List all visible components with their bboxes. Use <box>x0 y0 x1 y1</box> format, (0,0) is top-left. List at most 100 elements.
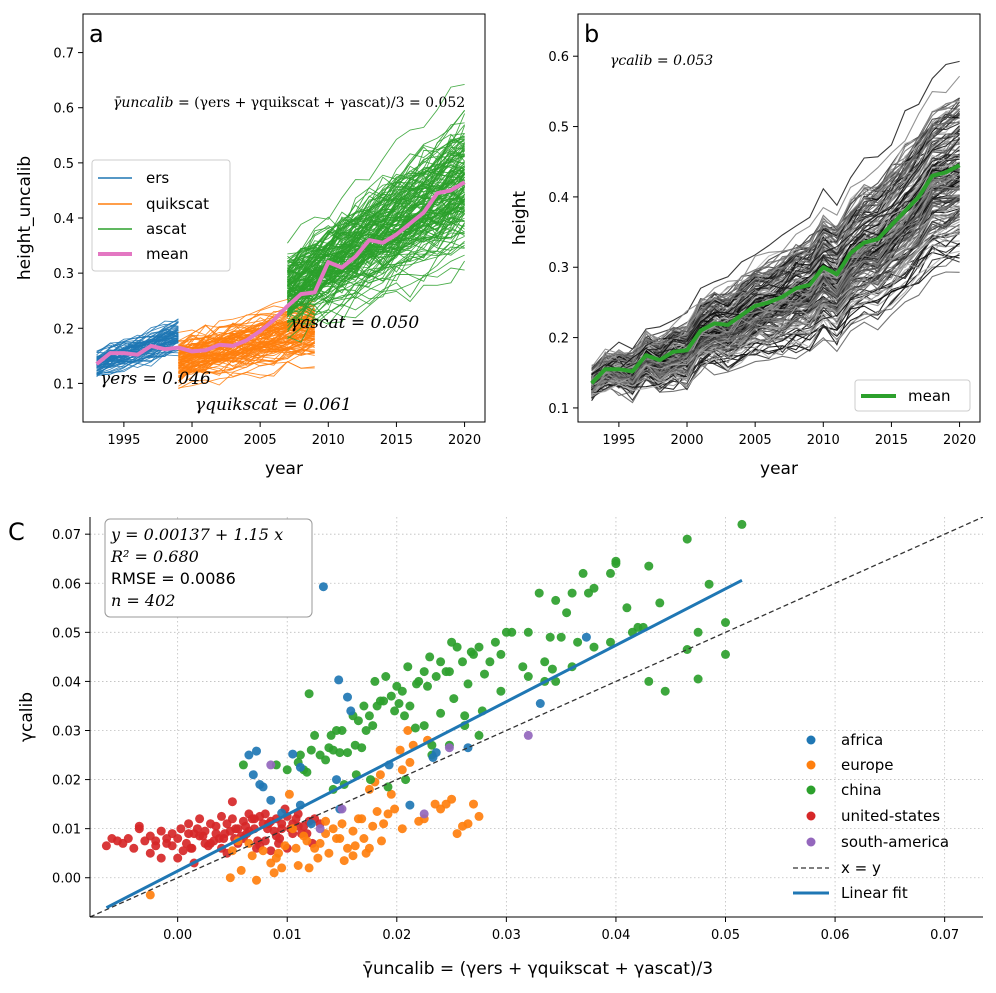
panel-c-point-europe <box>304 863 314 873</box>
panel-a-ascat-line <box>287 133 465 281</box>
panel-a-ascat-line <box>287 136 465 279</box>
panel-a-gamma-ers: γers = 0.046 <box>100 369 211 389</box>
panel-c-point-china <box>326 730 336 740</box>
panel-c-point-china <box>372 701 382 711</box>
panel-b-legend-mean: mean <box>908 387 951 405</box>
panel-c-point-china <box>310 730 320 740</box>
panel-c-point-china <box>359 701 369 711</box>
panel-c-point-china <box>573 637 583 647</box>
panel-a-ascat-line <box>287 124 465 263</box>
panel-c-point-south-america <box>315 824 325 834</box>
panel-b-site-line <box>591 180 960 390</box>
panel-b-site-line <box>591 194 960 387</box>
panel-c-point-europe <box>269 868 279 878</box>
panel-c-stats-box <box>104 518 313 618</box>
panel-c-point-china <box>523 627 533 637</box>
panel-c-point-united-states <box>260 809 270 819</box>
panel-c-ylabel: γcalib <box>17 692 37 742</box>
panel-c-point-europe <box>258 846 268 856</box>
panel-b-gamma-calib: γcalib = 0.053 <box>610 53 713 69</box>
panel-c-point-china <box>400 711 409 721</box>
panel-a-ers-line <box>96 351 179 371</box>
panel-c-point-china <box>405 701 415 711</box>
panel-c-point-europe <box>368 821 378 831</box>
panel-c-point-africa <box>334 675 344 685</box>
panel-c-point-europe <box>375 770 385 780</box>
panel-c-fit-line <box>105 579 743 910</box>
panel-b-site-line <box>591 256 960 402</box>
panel-c-point-united-states <box>198 831 208 841</box>
panel-c-point-china <box>589 642 599 652</box>
panel-a-ers-line <box>96 330 179 360</box>
panel-c-point-united-states <box>145 848 155 858</box>
panel-c-point-china <box>693 674 703 684</box>
panel-b-site-line <box>591 208 961 389</box>
panel-c-point-united-states <box>167 841 177 851</box>
panel-a-ascat-line <box>287 148 465 284</box>
panel-b-lines <box>591 60 961 404</box>
panel-c-ytick-label: 0.00 <box>52 872 81 887</box>
b-ytick-label: 0.5 <box>548 121 569 136</box>
panel-c-point-south-america <box>266 760 276 770</box>
panel-a-ascat-line <box>286 176 465 309</box>
panel-a-ylabel: height_uncalib <box>15 156 35 280</box>
panel-c-ytick-label: 0.04 <box>52 675 81 690</box>
panel-c-point-china <box>485 657 495 667</box>
panel-c-point-africa <box>581 632 591 642</box>
panel-c-xtick-label: 0.01 <box>273 928 302 943</box>
a-ytick-label: 0.6 <box>53 102 74 117</box>
panel-c-point-china <box>474 642 484 652</box>
panel-c-point-europe <box>350 841 360 851</box>
a-xtick-label: 2000 <box>175 433 208 448</box>
panel-a-label: a <box>89 20 104 48</box>
a-ytick-label: 0.4 <box>53 212 74 227</box>
panel-a-ascat-line <box>287 188 465 310</box>
panel-c-point-china <box>480 669 489 679</box>
panel-c-legend-marker-europe <box>806 760 816 770</box>
panel-a-ascat-line <box>287 152 465 275</box>
panel-c-point-africa <box>306 819 316 829</box>
panel-a-quikscat-line <box>178 342 315 373</box>
panel-c-point-europe <box>299 831 309 841</box>
panel-a-mean-formula-lhs: γ̄uncalib <box>113 95 174 111</box>
panel-c-legend-marker-united-states <box>806 811 816 821</box>
panel-c-point-europe <box>277 863 287 873</box>
panel-c-xtick-label: 0.02 <box>382 928 411 943</box>
panel-c-point-china <box>370 676 380 686</box>
b-xtick-label: 1995 <box>602 433 635 448</box>
panel-a-ascat-line <box>287 267 465 325</box>
panel-c-point-china <box>425 652 435 662</box>
panel-c-point-china <box>496 649 506 659</box>
panel-b-xlabel: year <box>760 459 798 479</box>
panel-c-point-china <box>534 588 544 598</box>
panel-b-legend: mean <box>854 379 971 412</box>
panel-c-point-china <box>238 760 248 770</box>
panel-c-point-china <box>682 645 692 654</box>
panel-a-ascat-line <box>287 235 465 316</box>
panel-c-point-china <box>567 588 577 598</box>
panel-c-point-europe <box>227 846 237 856</box>
panel-a-legend-quikscat: quikscat <box>146 195 209 213</box>
panel-c-point-china <box>474 730 484 740</box>
panel-c-point-europe <box>403 726 413 735</box>
panel-b-label: b <box>584 20 599 48</box>
panel-c-point-europe <box>397 824 407 834</box>
panel-c-stats-n: n = 402 <box>111 591 175 610</box>
panel-b-mean-layer <box>590 163 961 385</box>
panel-c-point-china <box>737 519 747 529</box>
panel-a-legend-ers: ers <box>146 169 169 187</box>
panel-c-point-china <box>366 775 375 785</box>
panel-c-xtick-label: 0.04 <box>601 928 630 943</box>
panel-a-legend-ascat: ascat <box>146 220 186 238</box>
b-ytick-label: 0.6 <box>548 50 569 65</box>
panel-b-site-line <box>591 200 960 391</box>
panel-c-point-europe <box>405 757 415 767</box>
panel-c-point-europe <box>348 851 358 861</box>
panel-c-point-europe <box>436 804 446 814</box>
a-xtick-label: 2010 <box>312 433 345 448</box>
panel-c-ytick-label: 0.06 <box>52 577 81 592</box>
panel-c-point-europe <box>379 819 389 829</box>
panel-a-mean-formula-rhs: = (γers + γquikscat + γascat)/3 = 0.052 <box>178 95 465 111</box>
panel-c-point-africa <box>405 800 415 810</box>
panel-a-ascat-line <box>286 150 465 279</box>
